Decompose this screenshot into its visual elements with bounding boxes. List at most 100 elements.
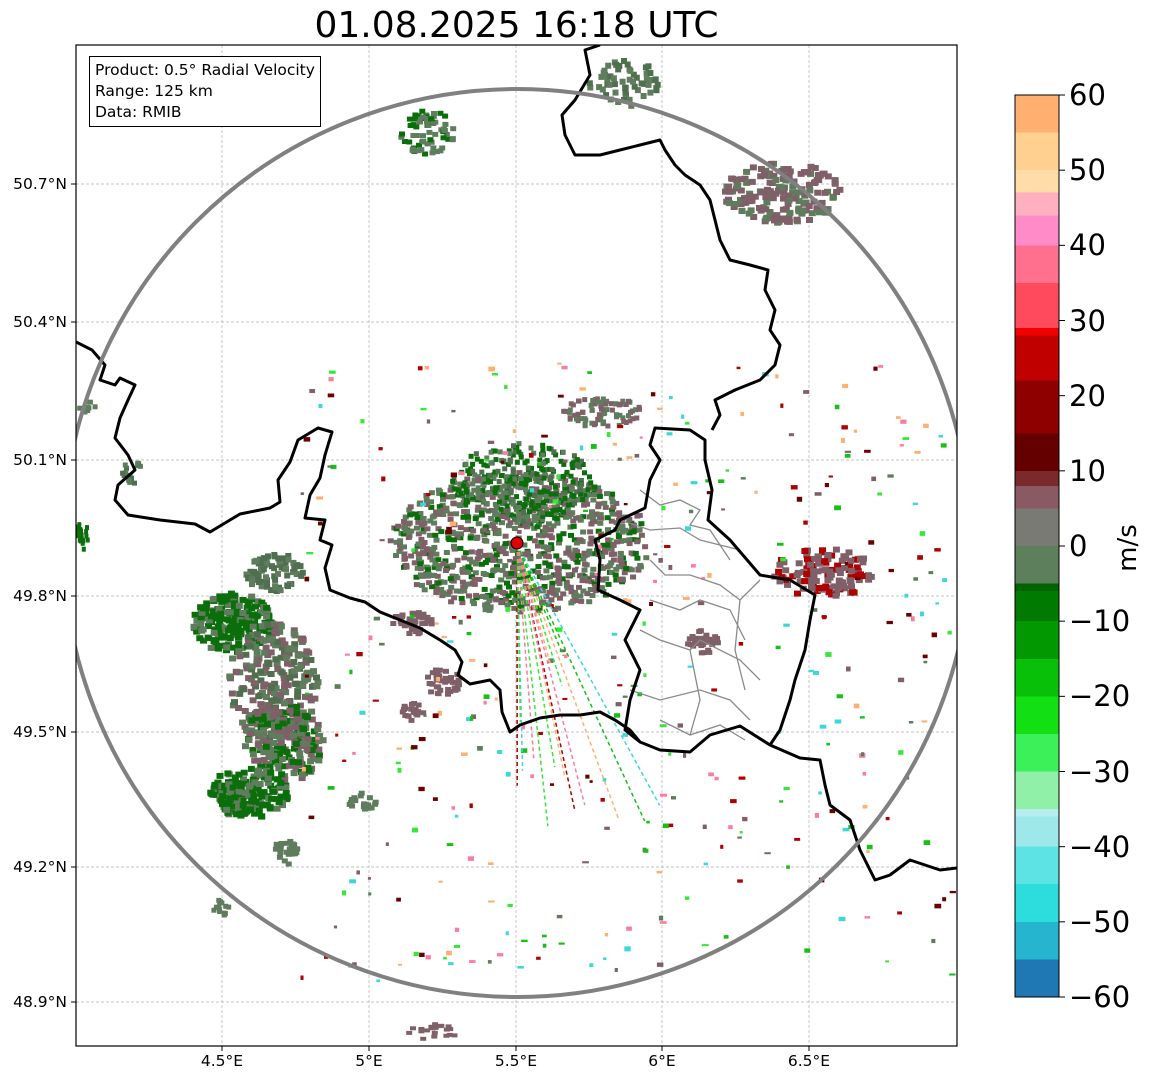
echo-speckle [458, 471, 465, 476]
echo-cell [596, 412, 602, 418]
echo-cell [536, 553, 543, 559]
echo-speckle [600, 798, 605, 802]
echo-cell [81, 546, 86, 552]
echo-cell [498, 473, 505, 478]
echo-cell [410, 1026, 416, 1031]
echo-cell [777, 216, 785, 223]
echo-cell [435, 691, 442, 697]
echo-cell [621, 538, 628, 544]
echo-cell [251, 643, 259, 650]
echo-cell [838, 557, 846, 564]
echo-cell [523, 472, 529, 477]
echo-cell [274, 843, 281, 849]
echo-cell [239, 797, 247, 804]
echo-cell [229, 655, 237, 662]
echo-cell [278, 564, 285, 571]
lat-tick-label: 49.2°N [13, 858, 67, 876]
echo-cell [490, 568, 497, 574]
echo-cell [459, 579, 466, 585]
echo-cell [296, 730, 304, 737]
echo-cell [291, 672, 298, 679]
echo-speckle [548, 505, 552, 509]
echo-cell [451, 537, 458, 543]
echo-cell [435, 526, 442, 532]
echo-cell [497, 487, 504, 493]
echo-cell [593, 511, 600, 517]
echo-cell [492, 519, 499, 525]
echo-speckle [373, 616, 381, 621]
echo-speckle [812, 670, 819, 675]
echo-cell [249, 697, 257, 704]
echo-cell [508, 570, 515, 576]
echo-cell [537, 587, 544, 593]
echo-cell [92, 404, 98, 410]
echo-cell [816, 209, 823, 216]
echo-cell [550, 508, 556, 513]
echo-speckle [579, 387, 586, 391]
echo-cell [468, 453, 474, 459]
echo-speckle [796, 496, 803, 502]
echo-cell [292, 680, 300, 687]
echo-streak [516, 544, 566, 777]
echo-cell [490, 554, 497, 560]
echo-cell [252, 714, 260, 721]
echo-cell [416, 501, 423, 507]
echo-cell [260, 555, 267, 562]
echo-cell [416, 142, 422, 148]
echo-cell [473, 536, 480, 541]
echo-cell [254, 785, 262, 792]
echo-speckle [868, 540, 875, 545]
echo-cell [294, 693, 302, 700]
echo-speckle [653, 553, 658, 556]
echo-cell [811, 165, 819, 171]
echo-cell [486, 552, 493, 558]
echo-cell [270, 690, 278, 697]
echo-cell [481, 498, 487, 504]
echo-cell [543, 593, 550, 599]
echo-cell [488, 460, 494, 466]
echo-cell [228, 690, 236, 697]
echo-cell [562, 487, 568, 493]
echo-cell [751, 193, 759, 200]
echo-cell [806, 187, 814, 194]
echo-cell [266, 714, 274, 721]
echo-speckle [450, 472, 458, 478]
echo-cell [284, 660, 291, 667]
echo-speckle [611, 632, 618, 636]
echo-speckle [711, 688, 718, 692]
echo-cell [526, 535, 533, 541]
echo-cell [804, 556, 811, 563]
echo-cell [498, 506, 504, 512]
echo-cell [496, 545, 503, 551]
echo-speckle [451, 409, 456, 413]
echo-speckle [579, 445, 584, 451]
echo-cell [574, 489, 580, 495]
echo-cell [570, 465, 576, 471]
echo-cell [778, 184, 786, 191]
echo-cell [234, 806, 242, 813]
echo-cell [420, 710, 427, 716]
echo-cell [495, 468, 501, 474]
echo-speckle [360, 419, 365, 424]
echo-cell [279, 716, 287, 723]
echo-cell [418, 1027, 425, 1031]
echo-cell [129, 475, 134, 481]
echo-cell [297, 717, 305, 723]
echo-cell [261, 763, 269, 770]
echo-cell [462, 550, 469, 556]
echo-speckle [583, 509, 588, 512]
echo-cell [278, 841, 285, 846]
echo-cell [471, 581, 478, 587]
echo-cell [257, 609, 265, 616]
echo-speckle [656, 870, 663, 874]
echo-cell [512, 449, 518, 455]
echo-cell [417, 566, 424, 572]
echo-cell [615, 532, 622, 538]
map-title: 01.08.2025 16:18 UTC [314, 5, 719, 46]
echo-cell [290, 559, 297, 566]
echo-cell [491, 526, 498, 532]
echo-cell [712, 634, 719, 640]
echo-cell [609, 491, 616, 497]
echo-cell [442, 121, 449, 127]
